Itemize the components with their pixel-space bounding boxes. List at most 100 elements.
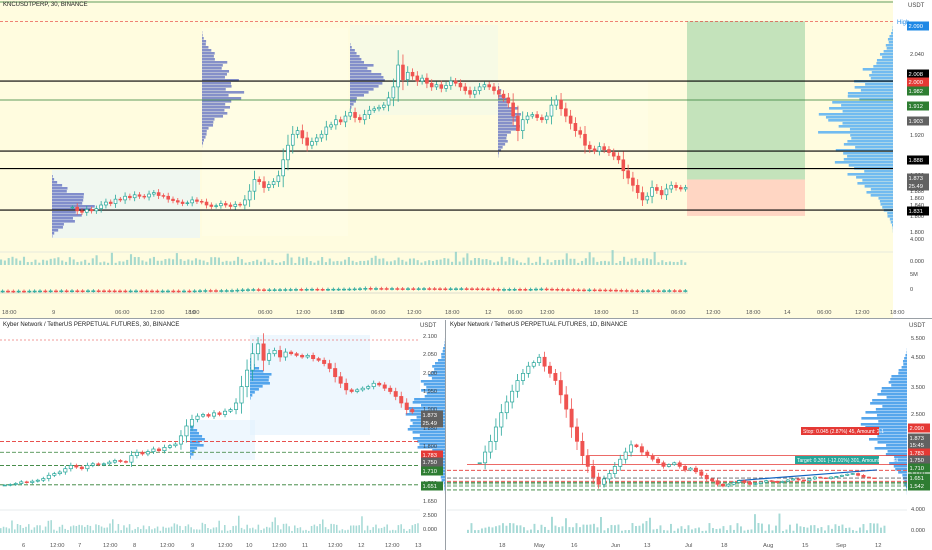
volume-profile-bar <box>350 85 379 88</box>
top-candle <box>348 112 353 117</box>
volume-bar <box>123 525 125 533</box>
top-candle <box>516 115 520 131</box>
oscillator-candle <box>678 290 682 292</box>
volume-bar <box>859 527 861 533</box>
bottom-left-chart-panel[interactable]: 2.100 2.050 2.000 1.950 1.900 1.850 1.800 1.750… <box>0 320 446 550</box>
volume-bar <box>149 258 152 265</box>
volume-profile-bar <box>498 98 508 101</box>
volume-bar <box>134 528 136 533</box>
volume-bar <box>38 262 41 265</box>
volume-bar <box>653 251 656 265</box>
session-volume-profile-bar <box>856 176 893 179</box>
time-axis-label: 06:00 <box>371 310 386 316</box>
top-candle <box>386 97 391 106</box>
volume-profile-bar <box>52 184 63 187</box>
volume-bar <box>75 526 78 533</box>
price-badge <box>421 481 443 491</box>
bottom-right-candle <box>612 466 617 474</box>
volume-bar <box>726 530 728 533</box>
volume-bar <box>470 260 473 265</box>
bottom-right-chart-panel[interactable]: Stop: 0.045 (2.87%) 45, Amount: 2.1 Targe… <box>447 320 932 550</box>
bottom-right-candle <box>639 446 644 453</box>
bottom-left-candle <box>151 448 156 452</box>
time-axis-label: 10 <box>246 543 252 549</box>
bottom-left-candle <box>344 382 349 391</box>
oscillator-candle <box>182 290 186 293</box>
oscillator-candle <box>672 290 677 292</box>
session-volume-profile-bar <box>444 485 445 488</box>
session-volume-profile-bar <box>890 378 907 381</box>
volume-profile-bar <box>202 91 245 94</box>
volume-bar <box>831 528 833 533</box>
oscillator-candle <box>651 290 656 292</box>
volume-bar <box>112 519 114 533</box>
volume-bar <box>496 261 499 265</box>
volume-profile-bar <box>350 46 352 49</box>
price-axis-tick: 5M <box>910 272 918 278</box>
volume-profile-bar <box>250 379 269 382</box>
volume-profile-bar <box>498 113 521 116</box>
oscillator-candle <box>635 290 640 292</box>
bottom-right-candle <box>548 365 552 374</box>
bottom-right-candle <box>710 478 715 482</box>
top-candle <box>487 84 491 88</box>
top-chart-canvas[interactable]: 2.0802.0402.0001.9601.9201.8801.8401.800… <box>0 0 932 318</box>
volume-bar <box>92 530 94 533</box>
session-volume-profile-bar <box>903 363 907 366</box>
oscillator-candle <box>262 289 266 291</box>
volume-bar <box>701 530 704 533</box>
volume-bar <box>715 529 718 533</box>
volume-bar <box>165 527 167 533</box>
top-candle <box>434 84 439 88</box>
top-high-label: High <box>897 20 910 26</box>
session-volume-profile-bar <box>887 215 893 218</box>
volume-bar <box>719 528 721 533</box>
volume-bar <box>275 262 278 265</box>
oscillator-candle <box>374 288 378 290</box>
volume-bar <box>210 257 213 265</box>
volume-profile-bar <box>190 453 194 456</box>
price-badge <box>907 206 929 216</box>
volume-bar <box>301 258 305 265</box>
price-axis-tick: 5.500 <box>911 336 925 342</box>
bottom-right-candle <box>791 478 796 481</box>
volume-bar <box>260 529 262 533</box>
top-candle <box>602 146 606 150</box>
price-badge <box>907 21 929 31</box>
price-badge <box>908 463 930 473</box>
volume-bar <box>179 525 181 533</box>
volume-profile-bar <box>498 134 508 137</box>
volume-profile-bar <box>202 76 225 79</box>
session-volume-profile-bar <box>870 77 893 80</box>
bottom-left-candle <box>377 382 382 386</box>
volume-bar <box>22 256 26 265</box>
bottom-right-candle <box>748 482 752 485</box>
bottom-left-chart-canvas[interactable]: 2.100 2.050 2.000 1.950 1.900 1.850 1.800 1.750… <box>0 320 445 550</box>
range-box <box>250 335 370 435</box>
bottom-right-chart-canvas[interactable]: Stop: 0.045 (2.87%) 45, Amount: 2.1 Targe… <box>447 320 932 550</box>
volume-bar <box>663 530 665 533</box>
top-candle <box>195 199 199 202</box>
bottom-left-candle <box>129 455 134 463</box>
oscillator-candle <box>411 288 416 290</box>
top-chart-panel[interactable]: 2.0802.0402.0001.9601.9201.8801.8401.800… <box>0 0 932 319</box>
top-candle <box>233 203 238 207</box>
time-axis-label: 16 <box>571 543 577 549</box>
volume-profile-bar <box>498 104 508 107</box>
volume-bar <box>764 530 767 533</box>
top-candle <box>267 184 271 188</box>
session-volume-profile-bar <box>843 158 893 161</box>
bottom-left-candle <box>206 414 211 417</box>
price-badge-text: 1.750 <box>423 460 438 466</box>
oscillator-candle <box>539 288 544 291</box>
volume-bar <box>296 527 299 533</box>
price-axis-tick: 2.500 <box>911 412 925 418</box>
volume-bar <box>285 523 288 533</box>
session-volume-profile-bar <box>851 137 893 140</box>
oscillator-candle <box>48 290 53 293</box>
time-axis-label: 12:00 <box>407 310 422 316</box>
volume-bar <box>72 259 75 265</box>
price-axis-tick: 1.900 <box>423 407 437 413</box>
price-badge <box>421 450 443 460</box>
top-candle <box>468 90 472 95</box>
